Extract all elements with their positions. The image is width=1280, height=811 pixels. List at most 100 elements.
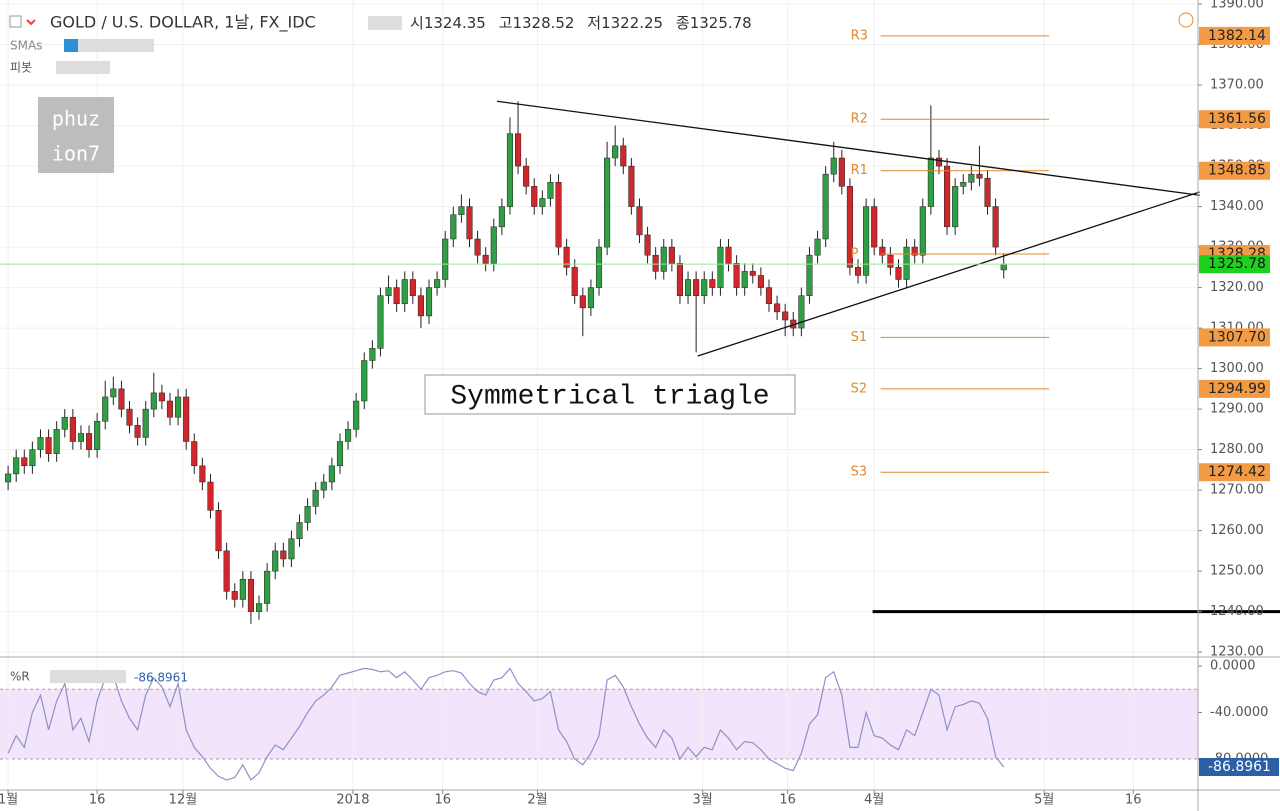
y-tick-label: 1270.00 <box>1210 483 1264 498</box>
candle-body <box>21 457 28 467</box>
indicator-buttons[interactable] <box>56 61 110 74</box>
candle-body <box>110 388 117 398</box>
ohlc-value: 1325.78 <box>690 14 752 32</box>
candle-body <box>239 578 246 600</box>
wr-value-label: -86.8961 <box>1208 759 1271 775</box>
ohlc-label: 시 <box>410 14 424 32</box>
y-tick-label: 1230.00 <box>1210 645 1264 660</box>
y-tick-label: 1280.00 <box>1210 442 1264 457</box>
y-tick-label: 1250.00 <box>1210 564 1264 579</box>
candle-body <box>353 400 360 430</box>
candle-body <box>628 165 635 207</box>
candle-body <box>255 603 263 612</box>
ohlc-label: 종 <box>676 14 690 32</box>
candle-body <box>482 254 489 264</box>
candle-body <box>879 246 886 256</box>
candle-body <box>134 425 141 438</box>
wr-readout: -86.8961 <box>134 671 188 685</box>
pivot-price-label: 1307.70 <box>1208 329 1266 345</box>
candle-body <box>320 481 327 491</box>
candle-body <box>102 396 109 422</box>
x-tick-label: 16 <box>1125 793 1142 808</box>
y-tick-label: 1320.00 <box>1210 280 1264 295</box>
y-tick-label: 1370.00 <box>1210 78 1264 93</box>
pivot-price-box <box>1199 161 1270 180</box>
candle-body <box>264 570 271 604</box>
pivot-price-label: 1294.99 <box>1208 381 1266 397</box>
candle-body <box>515 133 522 167</box>
candle-body <box>37 437 44 450</box>
candle-body <box>668 246 675 264</box>
candle-body <box>126 408 133 426</box>
indicator-buttons[interactable] <box>64 39 154 52</box>
x-tick-label: 2월 <box>527 793 547 808</box>
pivot-price-label: 1382.14 <box>1208 28 1266 44</box>
candle-body <box>992 206 999 248</box>
candle-body <box>118 388 125 410</box>
indicator-label: SMAs <box>10 39 42 53</box>
candle-body <box>393 287 400 305</box>
visibility-button[interactable] <box>64 39 78 52</box>
pivot-name: S2 <box>851 381 868 396</box>
candle-body <box>822 173 829 240</box>
candle-body <box>183 396 190 442</box>
candle-body <box>806 254 813 296</box>
pivot-price-label: 1348.85 <box>1208 163 1266 179</box>
candle-body <box>417 295 424 317</box>
candle-body <box>296 522 303 539</box>
candle-body <box>77 433 84 442</box>
candle-body <box>863 206 870 276</box>
annotation: Symmetrical triagle <box>450 381 769 412</box>
candle-body <box>312 489 319 507</box>
wr-y-tick-label: 0.0000 <box>1210 659 1256 674</box>
x-tick-label: 1월 <box>0 793 18 808</box>
indicator-buttons[interactable] <box>50 670 126 683</box>
candle-body <box>604 157 611 248</box>
candle-body <box>733 263 740 288</box>
ohlc-label: 저 <box>587 14 601 32</box>
candle-body <box>952 186 959 228</box>
candle-body <box>846 186 853 268</box>
candle-body <box>29 449 36 467</box>
candle-body <box>142 408 149 438</box>
trendline <box>697 191 1200 357</box>
candle-body <box>361 360 368 402</box>
candle-body <box>765 287 773 305</box>
y-tick-label: 1260.00 <box>1210 523 1264 538</box>
candle-body <box>676 263 683 296</box>
pivot-price-box <box>1199 379 1270 398</box>
candle-body <box>814 238 821 256</box>
candle-body <box>523 165 530 187</box>
wr-value-box <box>1199 757 1279 776</box>
pivot-price-label: 1361.56 <box>1208 111 1266 127</box>
ohlc-value: 1322.25 <box>601 14 663 32</box>
candle-body <box>547 182 554 199</box>
candle-body <box>579 295 586 309</box>
candle-body <box>563 246 570 268</box>
series-buttons[interactable] <box>368 16 402 30</box>
wr-line <box>7 667 1005 781</box>
candle-body <box>247 578 254 612</box>
candle-body <box>150 392 157 410</box>
watermark: ion7 <box>52 142 100 166</box>
candle-body <box>652 254 659 272</box>
pivot-price-box <box>1199 328 1270 347</box>
candle-body <box>13 457 20 475</box>
x-tick-label: 16 <box>779 793 796 808</box>
collapse-icon[interactable] <box>9 15 22 28</box>
last-price-box <box>1199 255 1270 274</box>
candle-body <box>425 287 433 317</box>
x-tick-label: 5월 <box>1034 793 1054 808</box>
alert-icon[interactable] <box>1178 12 1194 28</box>
candle-body <box>175 396 182 418</box>
candle-body <box>725 246 732 264</box>
candle-body <box>199 465 206 483</box>
candle-body <box>871 206 878 248</box>
candle-body <box>774 303 781 313</box>
candle-body <box>69 416 76 442</box>
candle-body <box>369 348 376 361</box>
candle-body <box>434 279 441 288</box>
indicator-label: 피봇 <box>10 61 32 75</box>
trendline <box>496 100 1200 196</box>
candle-body <box>749 271 756 276</box>
